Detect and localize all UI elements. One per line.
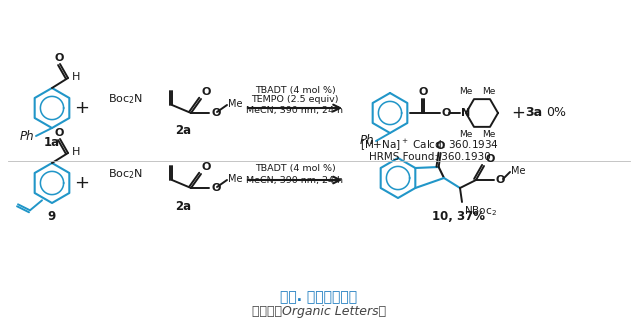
- Text: Me: Me: [482, 87, 495, 96]
- Text: Ph: Ph: [359, 134, 374, 148]
- Text: O: O: [419, 87, 427, 97]
- Text: Me: Me: [228, 174, 242, 184]
- Text: +: +: [75, 174, 89, 192]
- Text: O: O: [54, 128, 64, 138]
- Text: Boc$_2$N: Boc$_2$N: [108, 167, 143, 181]
- Text: +: +: [75, 99, 89, 117]
- Text: NBoc$_2$: NBoc$_2$: [464, 204, 497, 218]
- Text: TBADT (4 mol %): TBADT (4 mol %): [255, 163, 336, 172]
- Text: +: +: [511, 104, 525, 122]
- Text: （来源：Organic Letters）: （来源：Organic Letters）: [252, 305, 386, 318]
- Text: 3a: 3a: [526, 107, 542, 120]
- Text: O: O: [202, 162, 211, 172]
- Text: O: O: [54, 53, 64, 63]
- Text: O: O: [496, 175, 505, 185]
- Text: TBADT (4 mol %): TBADT (4 mol %): [255, 86, 336, 95]
- Text: O: O: [211, 183, 220, 193]
- Text: O: O: [436, 141, 445, 151]
- Text: Ph: Ph: [19, 130, 34, 142]
- Text: HRMS Found: 360.1930: HRMS Found: 360.1930: [369, 152, 491, 162]
- Text: 10, 37%: 10, 37%: [431, 210, 484, 223]
- Text: 1a: 1a: [44, 136, 60, 149]
- Text: MeCN, 390 nm, 24 h: MeCN, 390 nm, 24 h: [246, 106, 343, 114]
- Text: MeCN, 390 nm, 24 h: MeCN, 390 nm, 24 h: [246, 175, 343, 184]
- Text: O: O: [486, 154, 495, 164]
- Text: 图四. 机理实验研究: 图四. 机理实验研究: [281, 290, 357, 304]
- Text: Me: Me: [459, 87, 472, 96]
- Text: TEMPO (2.5 equiv): TEMPO (2.5 equiv): [251, 96, 339, 105]
- Text: 2a: 2a: [175, 200, 191, 213]
- Text: Me: Me: [482, 130, 495, 139]
- Text: Me: Me: [511, 166, 526, 176]
- Text: Me: Me: [459, 130, 472, 139]
- Text: O: O: [202, 87, 211, 97]
- Text: N: N: [461, 108, 470, 118]
- Text: 2a: 2a: [175, 124, 191, 138]
- Text: 9: 9: [48, 211, 56, 224]
- Text: Me: Me: [228, 99, 242, 109]
- Text: H: H: [72, 147, 80, 157]
- Text: O: O: [442, 108, 451, 118]
- Text: H: H: [72, 72, 80, 82]
- Text: [M+Na]$^+$ Calcd: 360.1934: [M+Na]$^+$ Calcd: 360.1934: [360, 138, 500, 152]
- Text: Boc$_2$N: Boc$_2$N: [108, 92, 143, 106]
- Text: O: O: [211, 108, 220, 118]
- Text: 0%: 0%: [546, 107, 566, 120]
